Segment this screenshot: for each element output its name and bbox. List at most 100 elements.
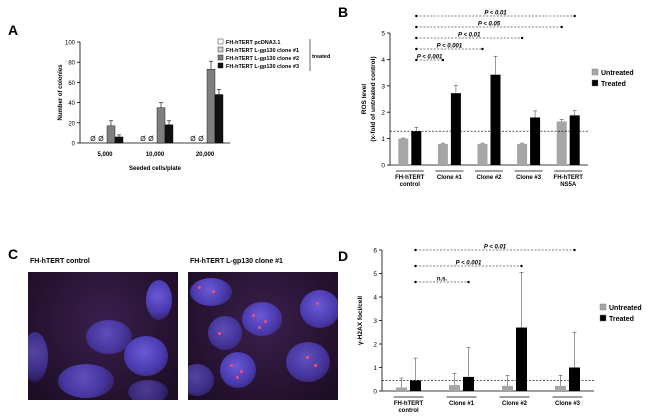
- significance-endpoint: [481, 47, 484, 51]
- y-tick-label: 0: [381, 163, 385, 170]
- zero-marker: Ø: [198, 136, 204, 143]
- x-tick-label-line2: NS5A: [560, 182, 577, 188]
- y-tick-label: 4: [381, 57, 385, 64]
- significance-endpoint: [414, 248, 417, 252]
- y-tick-label: 3: [373, 318, 377, 325]
- significance-endpoint: [415, 25, 418, 29]
- zero-marker: Ø: [190, 136, 196, 143]
- bar: [214, 94, 224, 144]
- significance-endpoint: [520, 264, 523, 268]
- bar: [106, 125, 116, 144]
- significance-endpoint: [414, 264, 417, 268]
- x-tick-label: 5,000: [97, 152, 113, 158]
- bar: [556, 121, 567, 165]
- significance-endpoint: [441, 58, 445, 62]
- micrograph-control-image: [28, 272, 178, 400]
- bar: [477, 143, 488, 165]
- bar: [449, 385, 460, 391]
- y-tick-label: 2: [381, 110, 385, 117]
- x-tick-label: FH-hTERT: [395, 175, 425, 181]
- significance-endpoint: [467, 280, 470, 284]
- significance-endpoint: [414, 280, 417, 284]
- y-axis-title: γ-H2AX foci/cell: [357, 296, 364, 345]
- bar: [164, 124, 174, 144]
- zero-marker: Ø: [98, 136, 104, 143]
- bar: [517, 143, 528, 165]
- legend-swatch: [599, 314, 607, 322]
- y-tick-label: 6: [373, 248, 377, 255]
- legend-label: Treated: [609, 316, 634, 323]
- y-tick-label: 1: [373, 365, 377, 372]
- y-axis-subtitle: (x-fold of untreated control): [370, 56, 377, 141]
- y-axis-title: ROS level: [361, 84, 368, 115]
- bar: [569, 115, 580, 165]
- bar: [396, 387, 407, 391]
- x-tick-label-line2: control: [398, 408, 419, 414]
- panel-label-b: B: [338, 4, 349, 20]
- y-tick-label: 80: [68, 61, 75, 67]
- significance-label: P < 0.01: [458, 33, 481, 39]
- legend-label: FH-hTERT L-gp130 clone #2: [226, 56, 299, 62]
- legend-swatch: [217, 46, 224, 53]
- x-tick-label: Clone #2: [476, 175, 502, 181]
- y-tick-label: 4: [373, 295, 377, 302]
- significance-endpoint: [415, 14, 418, 18]
- legend-group-label: treated: [312, 54, 330, 60]
- significance-endpoint: [560, 25, 563, 29]
- colony-chart: 0 20 40 60 80 100 Number of colonies Seeded cel…: [58, 38, 330, 172]
- legend-swatch: [217, 38, 224, 45]
- significance-label: n.s.: [437, 277, 448, 283]
- significance-label: P < 0.001: [437, 44, 463, 50]
- significance-endpoint: [520, 36, 524, 40]
- x-tick-label: 20,000: [196, 152, 215, 158]
- x-tick-label-line2: control: [400, 182, 421, 188]
- y-tick-label: 2: [373, 342, 377, 349]
- legend-swatch: [217, 62, 224, 69]
- y-tick-label: 100: [65, 41, 76, 47]
- panel-label-c: C: [8, 246, 19, 262]
- micrograph-control-label: FH-hTERT control: [30, 258, 90, 265]
- significance-label: P < 0.001: [456, 261, 482, 267]
- bar: [490, 74, 501, 165]
- significance-endpoint: [415, 36, 418, 40]
- bar: [398, 138, 409, 165]
- legend-swatch: [217, 54, 224, 61]
- x-axis-title: Seeded cells/plate: [129, 166, 182, 172]
- y-tick-label: 5: [381, 31, 385, 38]
- y-tick-label: 40: [68, 101, 75, 107]
- micrograph-clone1-image: [188, 272, 338, 400]
- significance-endpoint: [573, 248, 576, 252]
- bar: [530, 117, 541, 165]
- bar: [206, 69, 216, 144]
- zero-marker: Ø: [90, 136, 96, 143]
- bar: [437, 143, 448, 165]
- bar: [410, 380, 421, 391]
- significance-label: P < 0.01: [484, 245, 507, 251]
- x-tick-label: Clone #3: [555, 401, 581, 407]
- legend-swatch: [591, 79, 599, 87]
- y-tick-label: 0: [373, 389, 377, 396]
- zero-marker: Ø: [148, 136, 154, 143]
- legend-label: FH-hTERT L-gp130 clone #3: [226, 64, 299, 70]
- bar: [516, 327, 527, 391]
- y-tick-label: 60: [68, 81, 75, 87]
- x-tick-label: 10,000: [146, 152, 165, 158]
- x-tick-label: Clone #1: [437, 175, 463, 181]
- significance-endpoint: [415, 58, 418, 62]
- x-tick-label: Clone #3: [516, 175, 542, 181]
- y-tick-label: 5: [373, 271, 377, 278]
- x-tick-label: Clone #1: [449, 401, 475, 407]
- micrograph-clone1-label: FH-hTERT L-gp130 clone #1: [190, 258, 283, 265]
- y-tick-label: 1: [381, 136, 385, 143]
- bar: [114, 136, 124, 144]
- ros-chart: 0 1 2 3 4 5 ROS level (x-fold of untreated cont…: [361, 11, 634, 189]
- significance-endpoint: [415, 47, 418, 51]
- x-tick-label: FH-hTERT: [554, 175, 584, 181]
- legend-label: Untreated: [609, 305, 642, 312]
- y-axis-title: Number of colonies: [58, 64, 64, 121]
- bar: [502, 385, 513, 391]
- significance-label: P < 0.01: [484, 11, 507, 17]
- x-tick-label: FH-hTERT: [394, 401, 424, 407]
- legend-label: FH-hTERT pcDNA3.1: [226, 40, 280, 46]
